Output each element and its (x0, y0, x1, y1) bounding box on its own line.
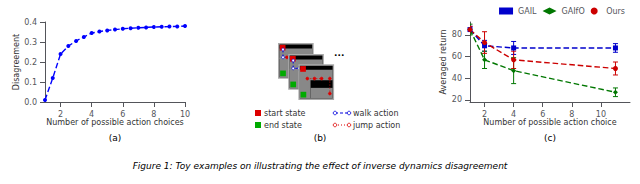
svg-text:0.2: 0.2 (24, 58, 37, 67)
svg-text:8: 8 (151, 110, 156, 119)
svg-text:10: 10 (180, 110, 190, 119)
svg-text:Disagreement: Disagreement (12, 34, 21, 90)
svg-text:8: 8 (569, 110, 574, 119)
svg-text:2: 2 (58, 110, 63, 119)
svg-text:...: ... (334, 48, 344, 58)
svg-text:4: 4 (89, 110, 94, 119)
svg-text:40: 40 (452, 74, 462, 83)
svg-text:0.1: 0.1 (24, 78, 37, 87)
svg-text:20: 20 (452, 95, 462, 104)
svg-text:(c): (c) (544, 133, 556, 143)
svg-text:end state: end state (264, 121, 302, 130)
svg-text:10: 10 (596, 110, 606, 119)
svg-text:walk action: walk action (353, 109, 398, 118)
svg-text:GAIfO: GAIfO (562, 7, 585, 16)
svg-text:4: 4 (511, 110, 516, 119)
svg-text:Figure 1: Toy examples on illu: Figure 1: Toy examples on illustrating t… (133, 161, 508, 171)
svg-text:6: 6 (540, 110, 545, 119)
svg-text:start state: start state (264, 109, 306, 118)
svg-text:0.3: 0.3 (24, 38, 37, 47)
svg-text:Averaged return: Averaged return (439, 30, 448, 95)
svg-text:60: 60 (452, 52, 462, 61)
svg-text:Number of possible action choi: Number of possible action choices (46, 118, 183, 127)
svg-text:(a): (a) (109, 133, 122, 143)
svg-text:jump action: jump action (352, 121, 400, 130)
svg-text:6: 6 (120, 110, 125, 119)
svg-text:Number of possible action choi: Number of possible action choice (483, 118, 616, 127)
svg-text:0.4: 0.4 (24, 18, 37, 27)
svg-text:2: 2 (482, 110, 487, 119)
svg-text:80: 80 (452, 30, 462, 39)
svg-text:Ours: Ours (606, 7, 625, 16)
svg-text:GAIL: GAIL (518, 7, 537, 16)
svg-text:(b): (b) (314, 133, 327, 143)
svg-text:0.0: 0.0 (24, 98, 37, 107)
